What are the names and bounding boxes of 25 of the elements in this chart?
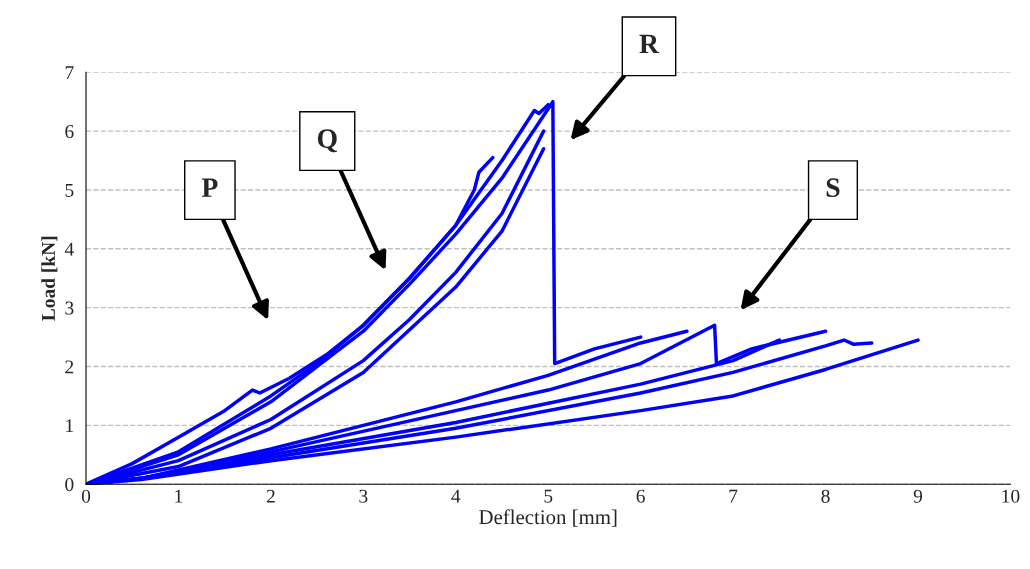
y-tick-label: 6 bbox=[65, 124, 74, 139]
annotation: Q bbox=[317, 129, 337, 153]
x-tick-label: 9 bbox=[913, 489, 923, 503]
y-tick-label: 0 bbox=[65, 478, 74, 492]
x-tick-label: 2 bbox=[266, 489, 275, 503]
y-axis-title: Load [kN] bbox=[41, 236, 58, 321]
annotation: S bbox=[826, 178, 840, 198]
annotation: P bbox=[201, 178, 218, 197]
x-tick-label: 7 bbox=[729, 489, 738, 503]
x-tick-label: 5 bbox=[544, 489, 553, 503]
text: R bbox=[639, 34, 660, 53]
y-tick-label: 1 bbox=[66, 419, 74, 433]
x-tick-label: 0 bbox=[81, 489, 91, 503]
x-tick-label: 4 bbox=[451, 489, 461, 503]
x-tick-label: 10 bbox=[1002, 489, 1020, 503]
y-tick-label: 5 bbox=[65, 183, 74, 197]
y-tick-label: 4 bbox=[64, 242, 74, 256]
y-tick-label: 2 bbox=[65, 360, 74, 374]
y-tick-label: 3 bbox=[65, 301, 74, 315]
y-tick-label: 7 bbox=[65, 66, 74, 80]
x-axis-title: Deflection [mm] bbox=[479, 509, 617, 527]
x-tick-label: 6 bbox=[636, 489, 645, 503]
x-tick-label: 8 bbox=[821, 489, 830, 503]
x-tick-label: 1 bbox=[175, 489, 183, 503]
x-tick-label: 3 bbox=[359, 489, 368, 503]
